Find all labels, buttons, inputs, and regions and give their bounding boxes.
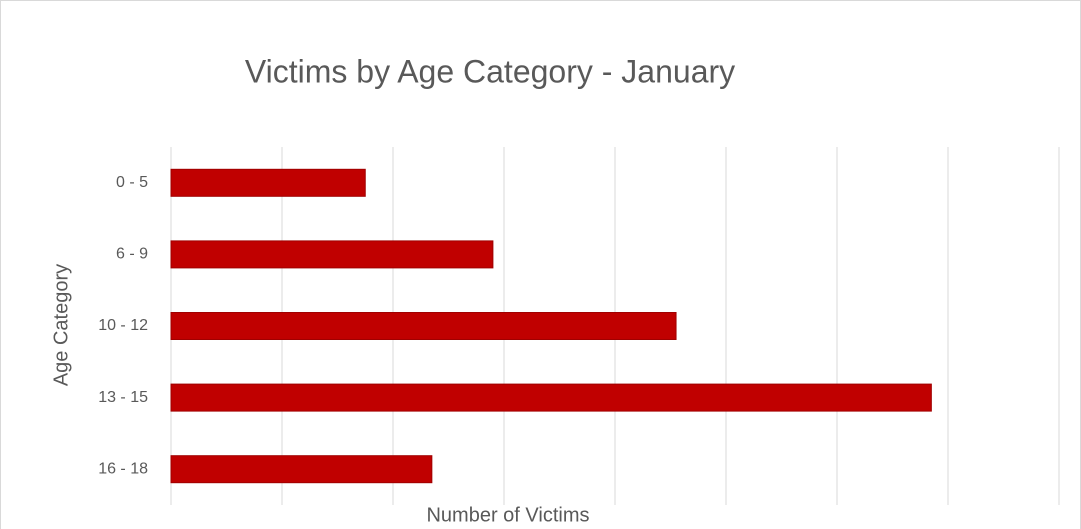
bar xyxy=(170,240,494,269)
bar xyxy=(170,455,433,484)
bar xyxy=(170,168,366,197)
bar xyxy=(170,383,932,412)
y-tick-label: 10 - 12 xyxy=(98,317,148,334)
y-tick-label: 0 - 5 xyxy=(116,174,148,191)
chart-title: Victims by Age Category - January xyxy=(245,53,735,89)
y-tick-label: 16 - 18 xyxy=(98,460,148,477)
y-tick-label: 6 - 9 xyxy=(116,246,148,263)
y-tick-label: 13 - 15 xyxy=(98,389,148,406)
bar xyxy=(170,312,677,340)
y-axis-label: Age Category xyxy=(50,264,72,386)
x-axis-label: Number of Victims xyxy=(426,504,589,526)
